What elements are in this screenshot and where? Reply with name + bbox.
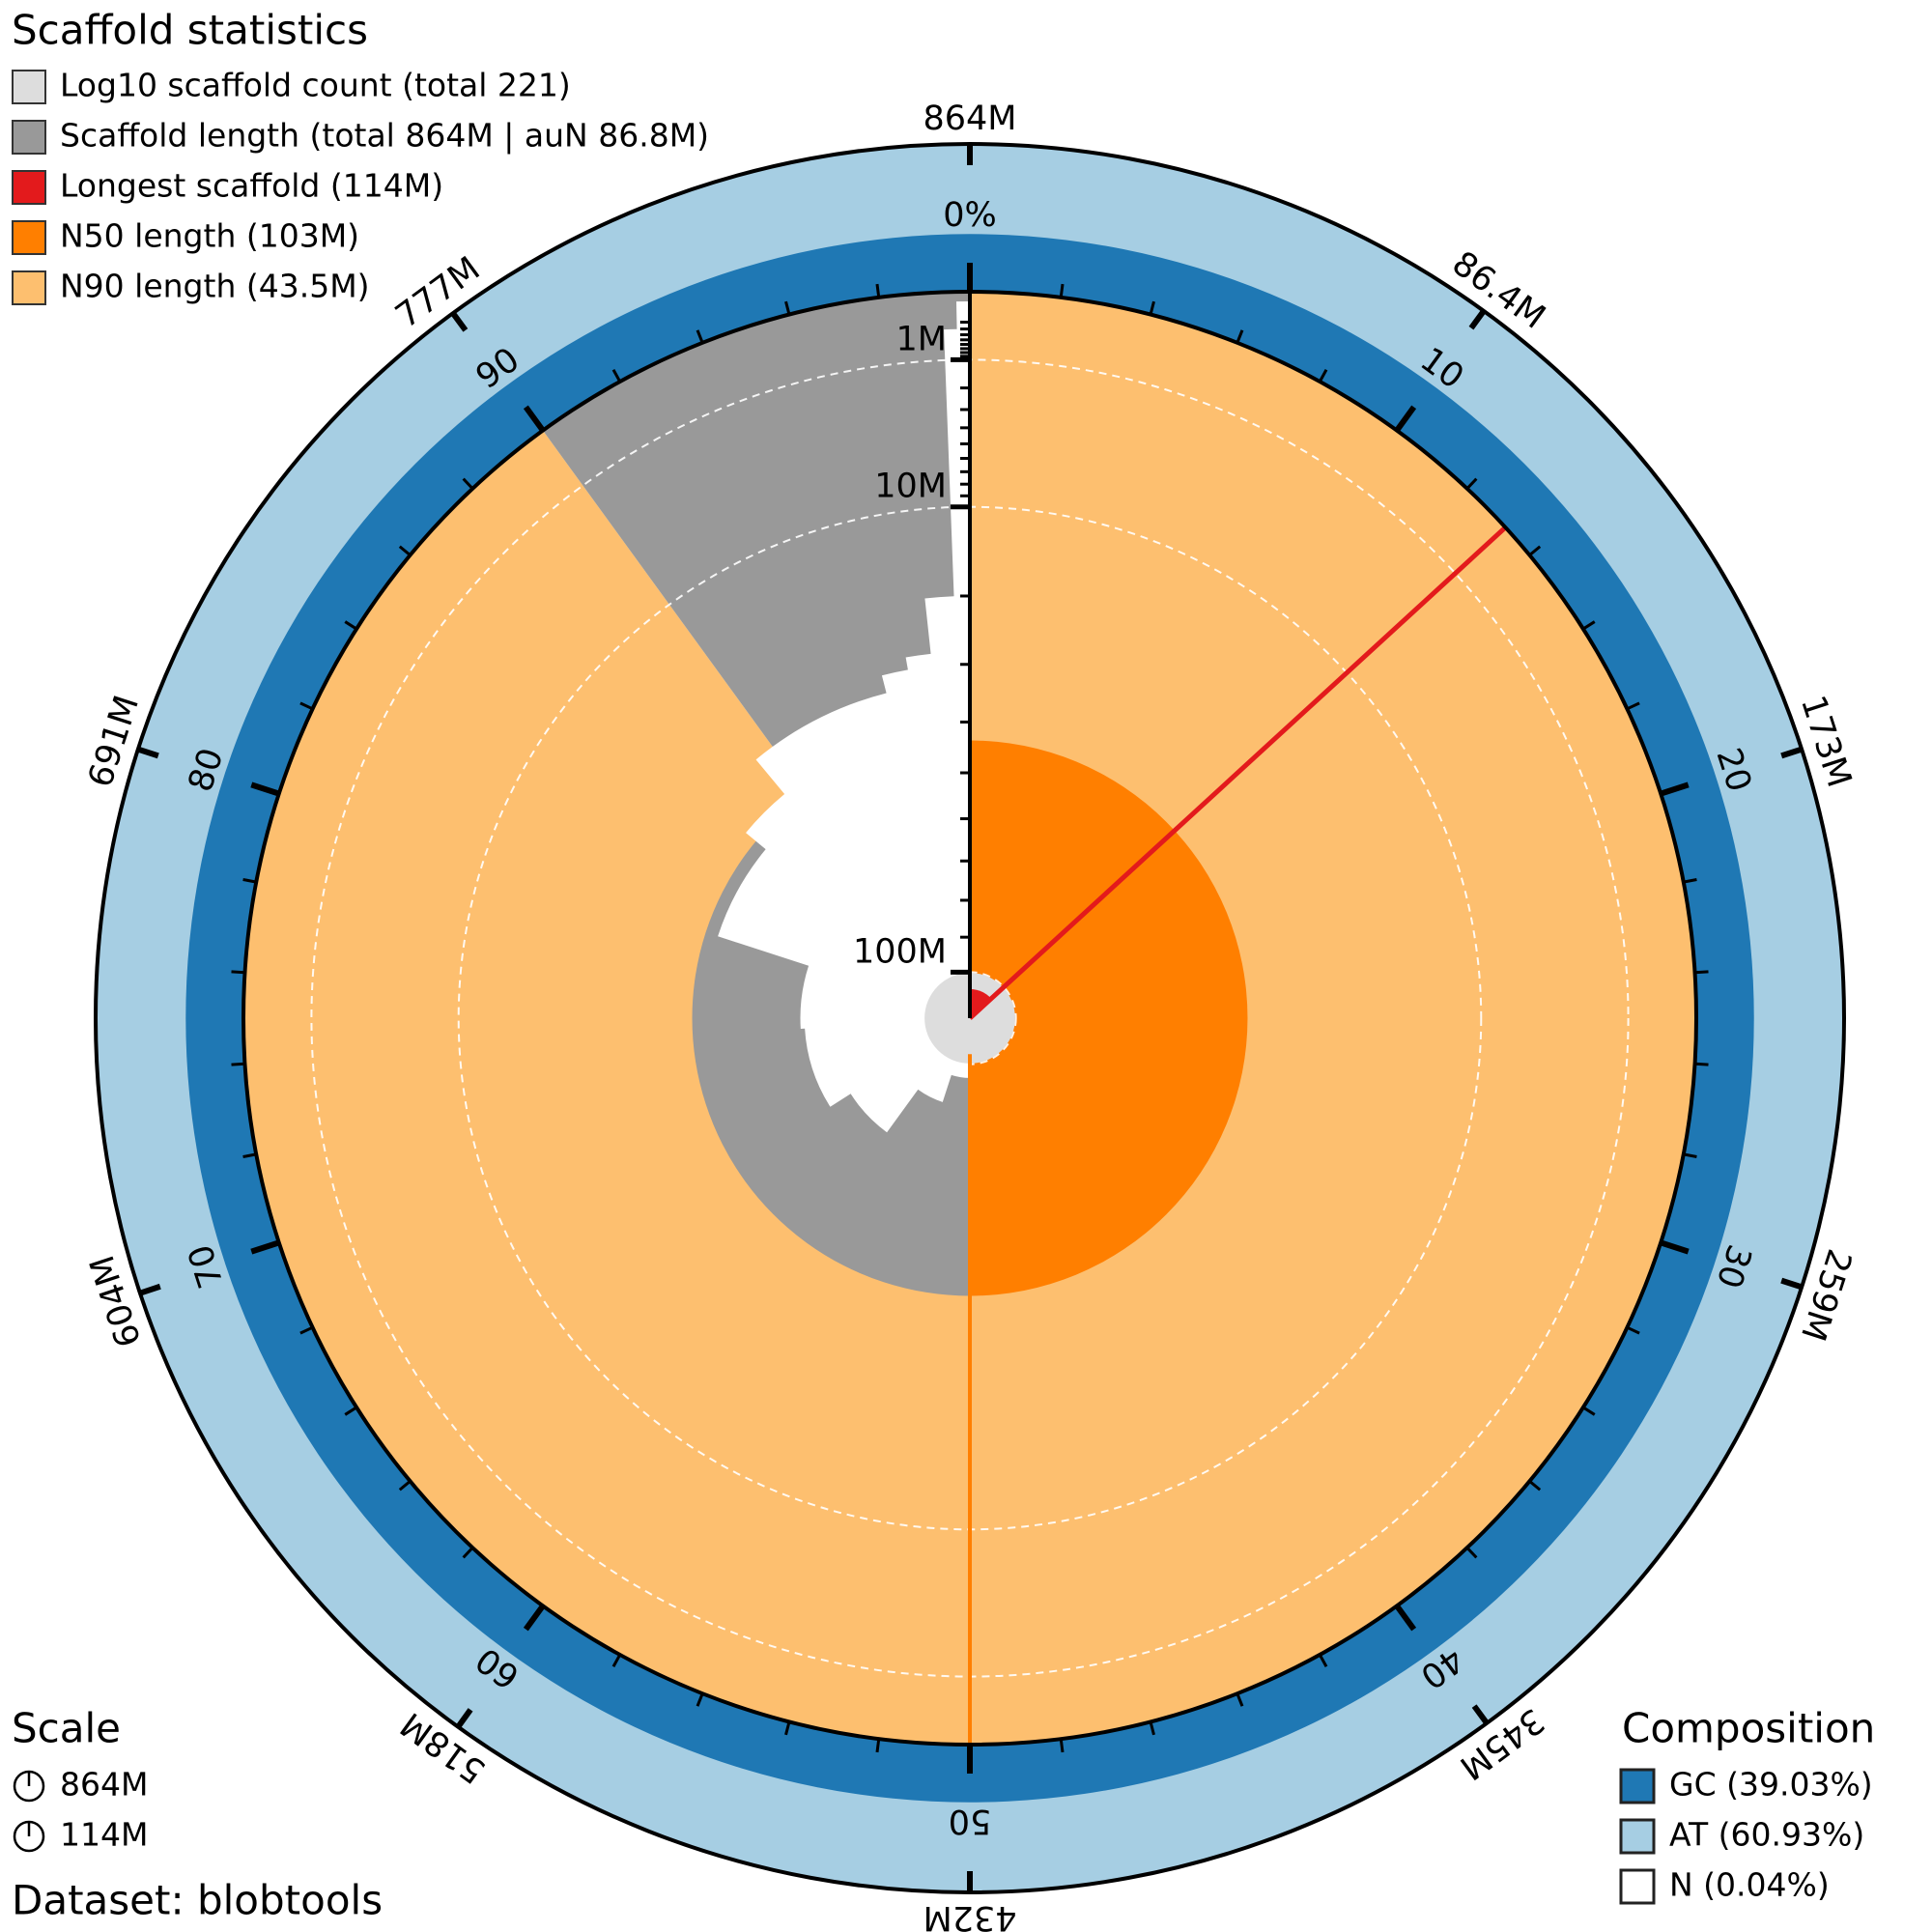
percent-minor-tick <box>344 620 357 631</box>
length-tick <box>1471 1704 1490 1725</box>
legend-label: N90 length (43.5M) <box>60 268 370 305</box>
percent-minor-tick <box>1149 1721 1155 1736</box>
length-profile <box>718 300 996 1133</box>
composition-label: GC (39.03%) <box>1669 1766 1873 1804</box>
composition-swatch <box>1619 1768 1656 1804</box>
percent-minor-tick <box>1465 1547 1478 1559</box>
percent-minor-tick <box>696 1692 704 1707</box>
percent-minor-tick <box>1626 1325 1640 1335</box>
percent-tick <box>250 781 280 797</box>
percent-minor-tick <box>611 1654 622 1667</box>
percent-minor-tick <box>784 300 791 315</box>
percent-minor-tick <box>231 1062 245 1066</box>
percent-tick <box>523 405 546 433</box>
percent-minor-tick <box>1236 1692 1244 1707</box>
percent-tick-label: 50 <box>949 1802 992 1840</box>
percent-minor-tick <box>242 877 257 884</box>
percent-minor-tick <box>1582 620 1596 631</box>
percent-minor-tick <box>1694 1062 1709 1066</box>
percent-minor-tick <box>1528 1480 1542 1492</box>
percent-minor-tick <box>398 545 412 556</box>
length-tick <box>136 746 159 759</box>
percent-minor-tick <box>1683 877 1697 884</box>
scale-label: 114M <box>60 1816 148 1854</box>
legend-swatch <box>12 220 46 255</box>
percent-minor-tick <box>1528 545 1542 556</box>
percent-minor-tick <box>242 1152 257 1159</box>
percent-minor-tick <box>1582 1406 1596 1416</box>
plot-area: 100M10M1M0%102030405060708090864M86.4M17… <box>81 99 1859 1932</box>
radial-tick-label: 1M <box>896 320 947 358</box>
composition-title: Composition <box>1622 1705 1875 1752</box>
length-tick <box>1468 309 1487 330</box>
composition-swatch <box>1619 1868 1656 1905</box>
radial-tick-label: 10M <box>874 468 947 506</box>
percent-minor-tick <box>1236 329 1244 344</box>
percent-minor-tick <box>299 701 314 711</box>
percent-minor-tick <box>1318 1654 1328 1667</box>
legend-label: N50 length (103M) <box>60 217 359 255</box>
legend-swatch <box>12 70 46 104</box>
length-tick <box>450 311 469 332</box>
length-tick <box>455 1708 473 1729</box>
legend-label: Scaffold length (total 864M | auN 86.8M) <box>60 117 709 155</box>
composition-swatch <box>1619 1818 1656 1855</box>
percent-tick-label: 0% <box>943 196 997 235</box>
legend-label: Log10 scaffold count (total 221) <box>60 67 571 104</box>
percent-minor-tick <box>462 477 474 490</box>
percent-minor-tick <box>1465 477 1478 490</box>
percent-tick <box>523 1604 546 1632</box>
percent-tick <box>1394 405 1417 433</box>
percent-minor-tick <box>875 283 881 298</box>
composition-label: AT (60.93%) <box>1669 1816 1864 1854</box>
legend-swatch <box>12 270 46 305</box>
percent-minor-tick <box>696 329 704 344</box>
percent-minor-tick <box>462 1547 474 1559</box>
percent-minor-tick <box>231 970 245 975</box>
legend-swatch <box>12 120 46 155</box>
percent-tick <box>1660 781 1690 797</box>
percent-tick <box>1660 1239 1690 1255</box>
percent-minor-tick <box>1694 970 1709 975</box>
percent-minor-tick <box>1149 300 1155 315</box>
percent-minor-tick <box>875 1738 881 1753</box>
length-tick <box>1780 746 1804 759</box>
n50-area <box>970 740 1248 1296</box>
radial-tick-label: 100M <box>853 932 947 971</box>
percent-minor-tick <box>1059 283 1065 298</box>
length-tick-label: 432M <box>923 1898 1016 1932</box>
percent-minor-tick <box>299 1325 314 1335</box>
length-tick-label: 864M <box>923 99 1016 138</box>
percent-minor-tick <box>344 1406 357 1416</box>
scale-label: 864M <box>60 1766 148 1804</box>
dataset-label: Dataset: blobtools <box>12 1877 383 1924</box>
length-tick <box>1780 1277 1804 1291</box>
percent-minor-tick <box>1683 1152 1697 1159</box>
percent-minor-tick <box>1626 701 1640 711</box>
labels: Scaffold statistics Scale Composition Da… <box>12 7 1875 1924</box>
percent-minor-tick <box>784 1721 791 1736</box>
length-tick <box>138 1283 161 1296</box>
chart-title: Scaffold statistics <box>12 7 368 54</box>
percent-minor-tick <box>398 1480 412 1492</box>
longest-line <box>968 526 1508 1020</box>
percent-tick <box>250 1239 280 1255</box>
percent-tick <box>1394 1604 1417 1632</box>
legend-label: Longest scaffold (114M) <box>60 167 443 205</box>
percent-minor-tick <box>1059 1738 1065 1753</box>
scale-title: Scale <box>12 1705 121 1752</box>
percent-minor-tick <box>611 369 622 383</box>
percent-minor-tick <box>1318 369 1328 383</box>
legend-swatch <box>12 170 46 205</box>
composition-label: N (0.04%) <box>1669 1866 1830 1904</box>
